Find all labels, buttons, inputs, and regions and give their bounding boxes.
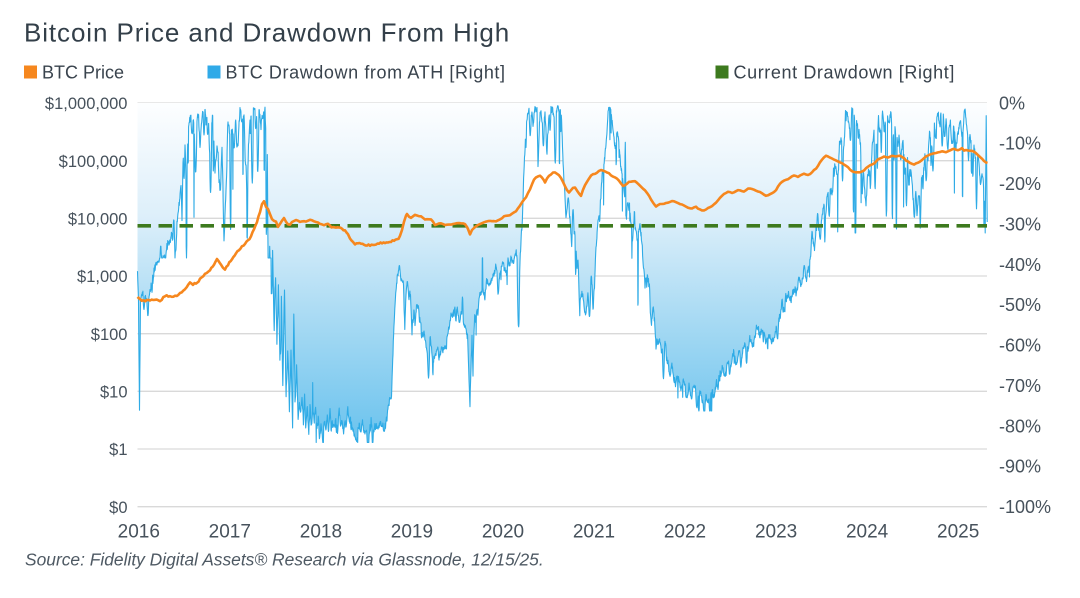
svg-text:$100: $100 (91, 326, 128, 344)
svg-text:$1: $1 (109, 441, 127, 459)
svg-text:$1,000: $1,000 (77, 268, 127, 286)
svg-text:2017: 2017 (209, 522, 251, 543)
svg-text:Bitcoin Price and Drawdown Fro: Bitcoin Price and Drawdown From High (24, 18, 510, 48)
svg-text:2025: 2025 (937, 522, 979, 543)
svg-text:-60%: -60% (999, 336, 1041, 356)
svg-text:2019: 2019 (391, 522, 433, 543)
svg-text:Current Drawdown [Right]: Current Drawdown [Right] (734, 63, 955, 83)
svg-text:-10%: -10% (999, 134, 1041, 154)
svg-text:-50%: -50% (999, 295, 1041, 315)
svg-text:-90%: -90% (999, 457, 1041, 477)
svg-text:$100,000: $100,000 (59, 153, 128, 171)
svg-text:Source: Fidelity Digital Asset: Source: Fidelity Digital Assets® Researc… (25, 550, 544, 570)
svg-text:2023: 2023 (755, 522, 797, 543)
svg-text:2022: 2022 (664, 522, 706, 543)
svg-text:-100%: -100% (999, 497, 1051, 517)
svg-text:2021: 2021 (573, 522, 615, 543)
svg-text:-20%: -20% (999, 174, 1041, 194)
svg-text:$10: $10 (100, 384, 128, 402)
svg-text:$1,000,000: $1,000,000 (45, 95, 128, 113)
svg-text:2016: 2016 (118, 522, 160, 543)
svg-text:2018: 2018 (300, 522, 342, 543)
svg-text:-80%: -80% (999, 416, 1041, 436)
svg-text:BTC Drawdown from ATH [Right]: BTC Drawdown from ATH [Right] (226, 63, 506, 83)
svg-text:2024: 2024 (846, 522, 889, 543)
svg-text:0%: 0% (999, 93, 1025, 113)
svg-text:$0: $0 (109, 499, 127, 517)
svg-text:-40%: -40% (999, 255, 1041, 275)
svg-text:BTC Price: BTC Price (42, 63, 124, 83)
svg-text:-70%: -70% (999, 376, 1041, 396)
svg-text:-30%: -30% (999, 214, 1041, 234)
svg-text:2020: 2020 (482, 522, 524, 543)
svg-text:$10,000: $10,000 (68, 211, 128, 229)
